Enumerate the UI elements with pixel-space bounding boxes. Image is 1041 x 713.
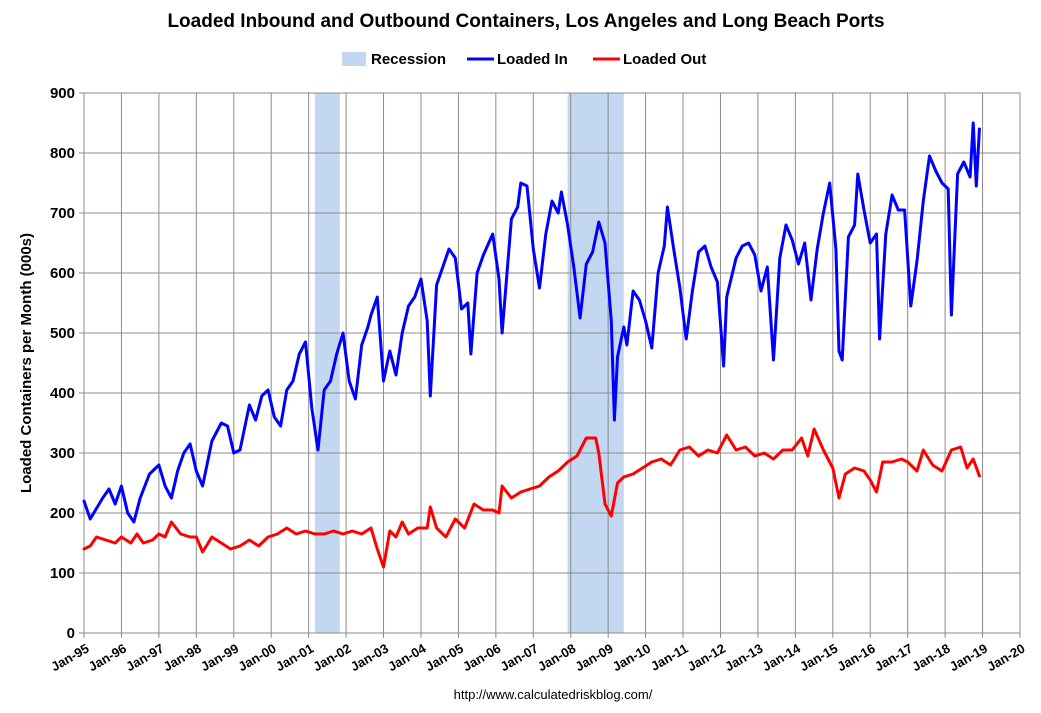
x-tick-label: Jan-95 bbox=[48, 641, 91, 675]
x-tick-label: Jan-14 bbox=[760, 640, 804, 674]
series-lines bbox=[82, 121, 981, 569]
x-tick-label: Jan-98 bbox=[161, 641, 204, 675]
x-tick-label: Jan-99 bbox=[198, 641, 241, 675]
x-tick-label: Jan-04 bbox=[385, 640, 429, 674]
y-axis-ticks: 0 100 200 300 400 500 600 700 800 900 bbox=[50, 85, 84, 642]
chart-title: Loaded Inbound and Outbound Containers, … bbox=[167, 11, 884, 32]
y-axis-label: Loaded Containers per Month (000s) bbox=[18, 233, 35, 493]
y-tick-label: 400 bbox=[50, 385, 75, 402]
series-line-loaded-in bbox=[82, 121, 981, 524]
legend: Recession Loaded In Loaded Out bbox=[342, 51, 706, 68]
x-tick-label: Jan-20 bbox=[984, 641, 1027, 675]
x-tick-label: Jan-19 bbox=[947, 641, 990, 675]
source-url: http://www.calculatedriskblog.com/ bbox=[454, 687, 653, 702]
y-tick-label: 900 bbox=[50, 85, 75, 102]
y-tick-label: 500 bbox=[50, 325, 75, 342]
recession-band-2 bbox=[567, 93, 624, 633]
x-tick-label: Jan-10 bbox=[610, 641, 653, 675]
x-tick-label: Jan-02 bbox=[310, 641, 353, 675]
x-tick-label: Jan-03 bbox=[348, 641, 391, 675]
x-tick-label: Jan-17 bbox=[872, 641, 915, 675]
legend-label-loaded-in: Loaded In bbox=[497, 51, 568, 68]
x-tick-label: Jan-00 bbox=[236, 641, 279, 675]
x-tick-label: Jan-11 bbox=[648, 641, 691, 674]
legend-label-recession: Recession bbox=[371, 51, 446, 68]
y-tick-label: 200 bbox=[50, 505, 75, 522]
recession-bands bbox=[314, 93, 624, 633]
x-tick-label: Jan-12 bbox=[685, 641, 728, 675]
y-tick-label: 100 bbox=[50, 565, 75, 582]
x-tick-label: Jan-01 bbox=[273, 641, 316, 675]
plot-area-border bbox=[83, 92, 1021, 634]
y-tick-label: 600 bbox=[50, 265, 75, 282]
x-tick-label: Jan-06 bbox=[460, 641, 503, 675]
x-tick-label: Jan-07 bbox=[498, 641, 541, 675]
y-tick-label: 700 bbox=[50, 205, 75, 222]
legend-swatch-recession bbox=[342, 52, 366, 66]
x-tick-label: Jan-05 bbox=[423, 641, 466, 675]
x-tick-label: Jan-13 bbox=[722, 641, 765, 675]
x-tick-label: Jan-09 bbox=[572, 641, 615, 675]
x-tick-label: Jan-96 bbox=[86, 641, 129, 675]
x-tick-label: Jan-16 bbox=[835, 641, 878, 675]
gridlines bbox=[83, 92, 1021, 634]
x-tick-label: Jan-18 bbox=[909, 641, 952, 675]
series-line-loaded-out bbox=[82, 427, 981, 569]
legend-label-loaded-out: Loaded Out bbox=[623, 51, 706, 68]
y-tick-label: 300 bbox=[50, 445, 75, 462]
y-tick-label: 800 bbox=[50, 145, 75, 162]
x-tick-label: Jan-08 bbox=[535, 641, 578, 675]
x-tick-label: Jan-97 bbox=[123, 641, 166, 675]
x-tick-label: Jan-15 bbox=[797, 641, 840, 675]
y-tick-label: 0 bbox=[67, 625, 75, 642]
x-axis-ticks: Jan-95Jan-96Jan-97Jan-98Jan-99Jan-00Jan-… bbox=[48, 633, 1028, 675]
